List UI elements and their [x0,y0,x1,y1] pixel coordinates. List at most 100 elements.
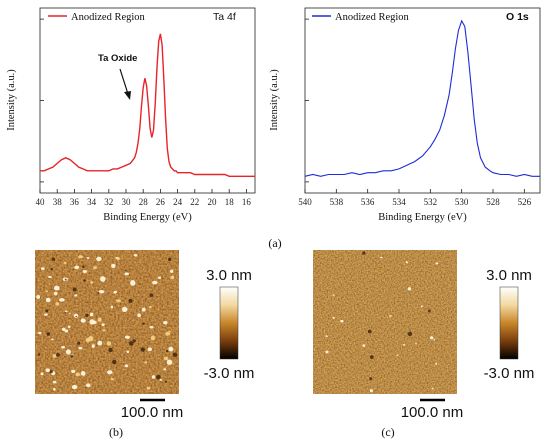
afm-grain [51,338,54,341]
afm-pit [82,265,85,268]
afm-grain [163,321,168,325]
afm-grain [88,335,94,342]
afm-grain [163,368,167,371]
o1s-x-tick-label: 526 [518,197,532,207]
ta4f-series-line [40,33,255,177]
afm-grain [405,261,408,264]
afm-grain [71,369,76,373]
o1s-panel-label: O 1s [506,11,529,23]
afm-grain [44,313,48,316]
o1s-x-tick-label: 536 [361,197,375,207]
afm-pit [77,341,81,345]
o1s-x-axis-label: Binding Energy (eV) [378,212,467,223]
afm-grain [75,372,80,377]
afm-grain [396,354,399,357]
afm-grain [124,272,129,276]
afm-grain [36,295,41,299]
afm-pit [64,278,67,281]
afm-grain [116,299,121,303]
afm-pit [140,347,145,352]
afm-grain [55,302,60,306]
afm-pit [142,322,145,325]
o1s-legend-label: Anodized Region [335,12,410,23]
afm-pit [362,251,366,255]
afm-grain [82,270,88,273]
afm-grain [149,305,152,309]
ta4f-legend-label: Anodized Region [71,12,146,23]
afm-grain [362,344,366,347]
afm-pit [128,341,134,346]
afm-grain [414,342,418,345]
ta4f-x-tick-label: 26 [156,197,166,207]
afm-grain [86,383,91,388]
afm-grain [430,336,434,340]
afm-grain [111,263,116,268]
afm-grain [78,346,83,350]
afm-grain [116,257,120,261]
o1s-x-tick-label: 540 [298,197,312,207]
afm-grain [168,346,174,352]
colorbar-b [219,286,239,360]
colorbar-c-min-label: -3.0 nm [484,365,535,382]
afm-grain [420,305,423,308]
afm-pit [367,329,372,334]
afm-grain [407,287,412,291]
afm-grain [435,262,439,265]
afm-grain [141,307,146,312]
afm-c-texture [313,250,457,394]
afm-pit [64,311,67,314]
afm-grain [45,297,51,303]
afm-grain [59,298,65,302]
afm-pit [51,257,56,261]
afm-grain [107,370,113,375]
afm-grain [130,280,136,286]
scalebar-c-label: 100.0 nm [401,404,464,421]
afm-image-b [35,250,179,394]
afm-grain [122,306,128,313]
o1s-plot: 540 538 536 534 532 530 528 526 Anodized Region… [269,7,541,223]
afm-grain [170,269,174,273]
afm-grain [431,387,434,390]
afm-grain [325,350,329,354]
ta4f-x-tick-label: 38 [53,197,63,207]
ta4f-x-tick-label: 32 [104,197,113,207]
afm-pit [46,332,51,336]
afm-pit [407,331,413,337]
afm-grain [40,372,44,376]
afm-pit [85,313,89,317]
ta4f-x-tick-label: 34 [87,197,97,207]
afm-grain [65,349,71,355]
afm-grain [332,316,335,319]
afm-grain [40,267,45,270]
ta4f-plot: 40 38 36 34 32 30 28 26 24 22 20 18 16 Anodized Regi… [6,7,256,223]
afm-grain [151,375,156,379]
afm-grain [147,347,152,352]
afm-grain [54,285,60,291]
afm-pit [50,268,53,271]
afm-pit [172,352,178,358]
scalebar-b-label: 100.0 nm [121,404,184,421]
afm-pit [70,354,74,358]
afm-c-grains [325,251,439,393]
afm-grain [52,354,57,358]
afm-grain [144,361,148,364]
ta4f-x-tick-label: 36 [70,197,80,207]
afm-pit [75,315,78,318]
afm-grain [170,275,175,280]
afm-grain [98,290,105,294]
afm-grain [89,319,95,325]
afm-image-c [313,250,457,394]
afm-grain [64,329,69,333]
afm-grain [74,294,78,297]
ta4f-x-tick-label: 20 [208,197,218,207]
o1s-x-tick-label: 530 [455,197,469,207]
afm-grain [80,318,86,323]
afm-pit [112,359,117,365]
afm-b-texture [35,250,179,394]
ta4f-y-axis-label: Intensity (a.u.) [6,69,17,131]
afm-pit [45,309,49,313]
afm-grain [89,312,94,317]
afm-grain [67,325,71,329]
ta4f-y-ticks [40,18,44,183]
afm-grain [403,344,405,346]
